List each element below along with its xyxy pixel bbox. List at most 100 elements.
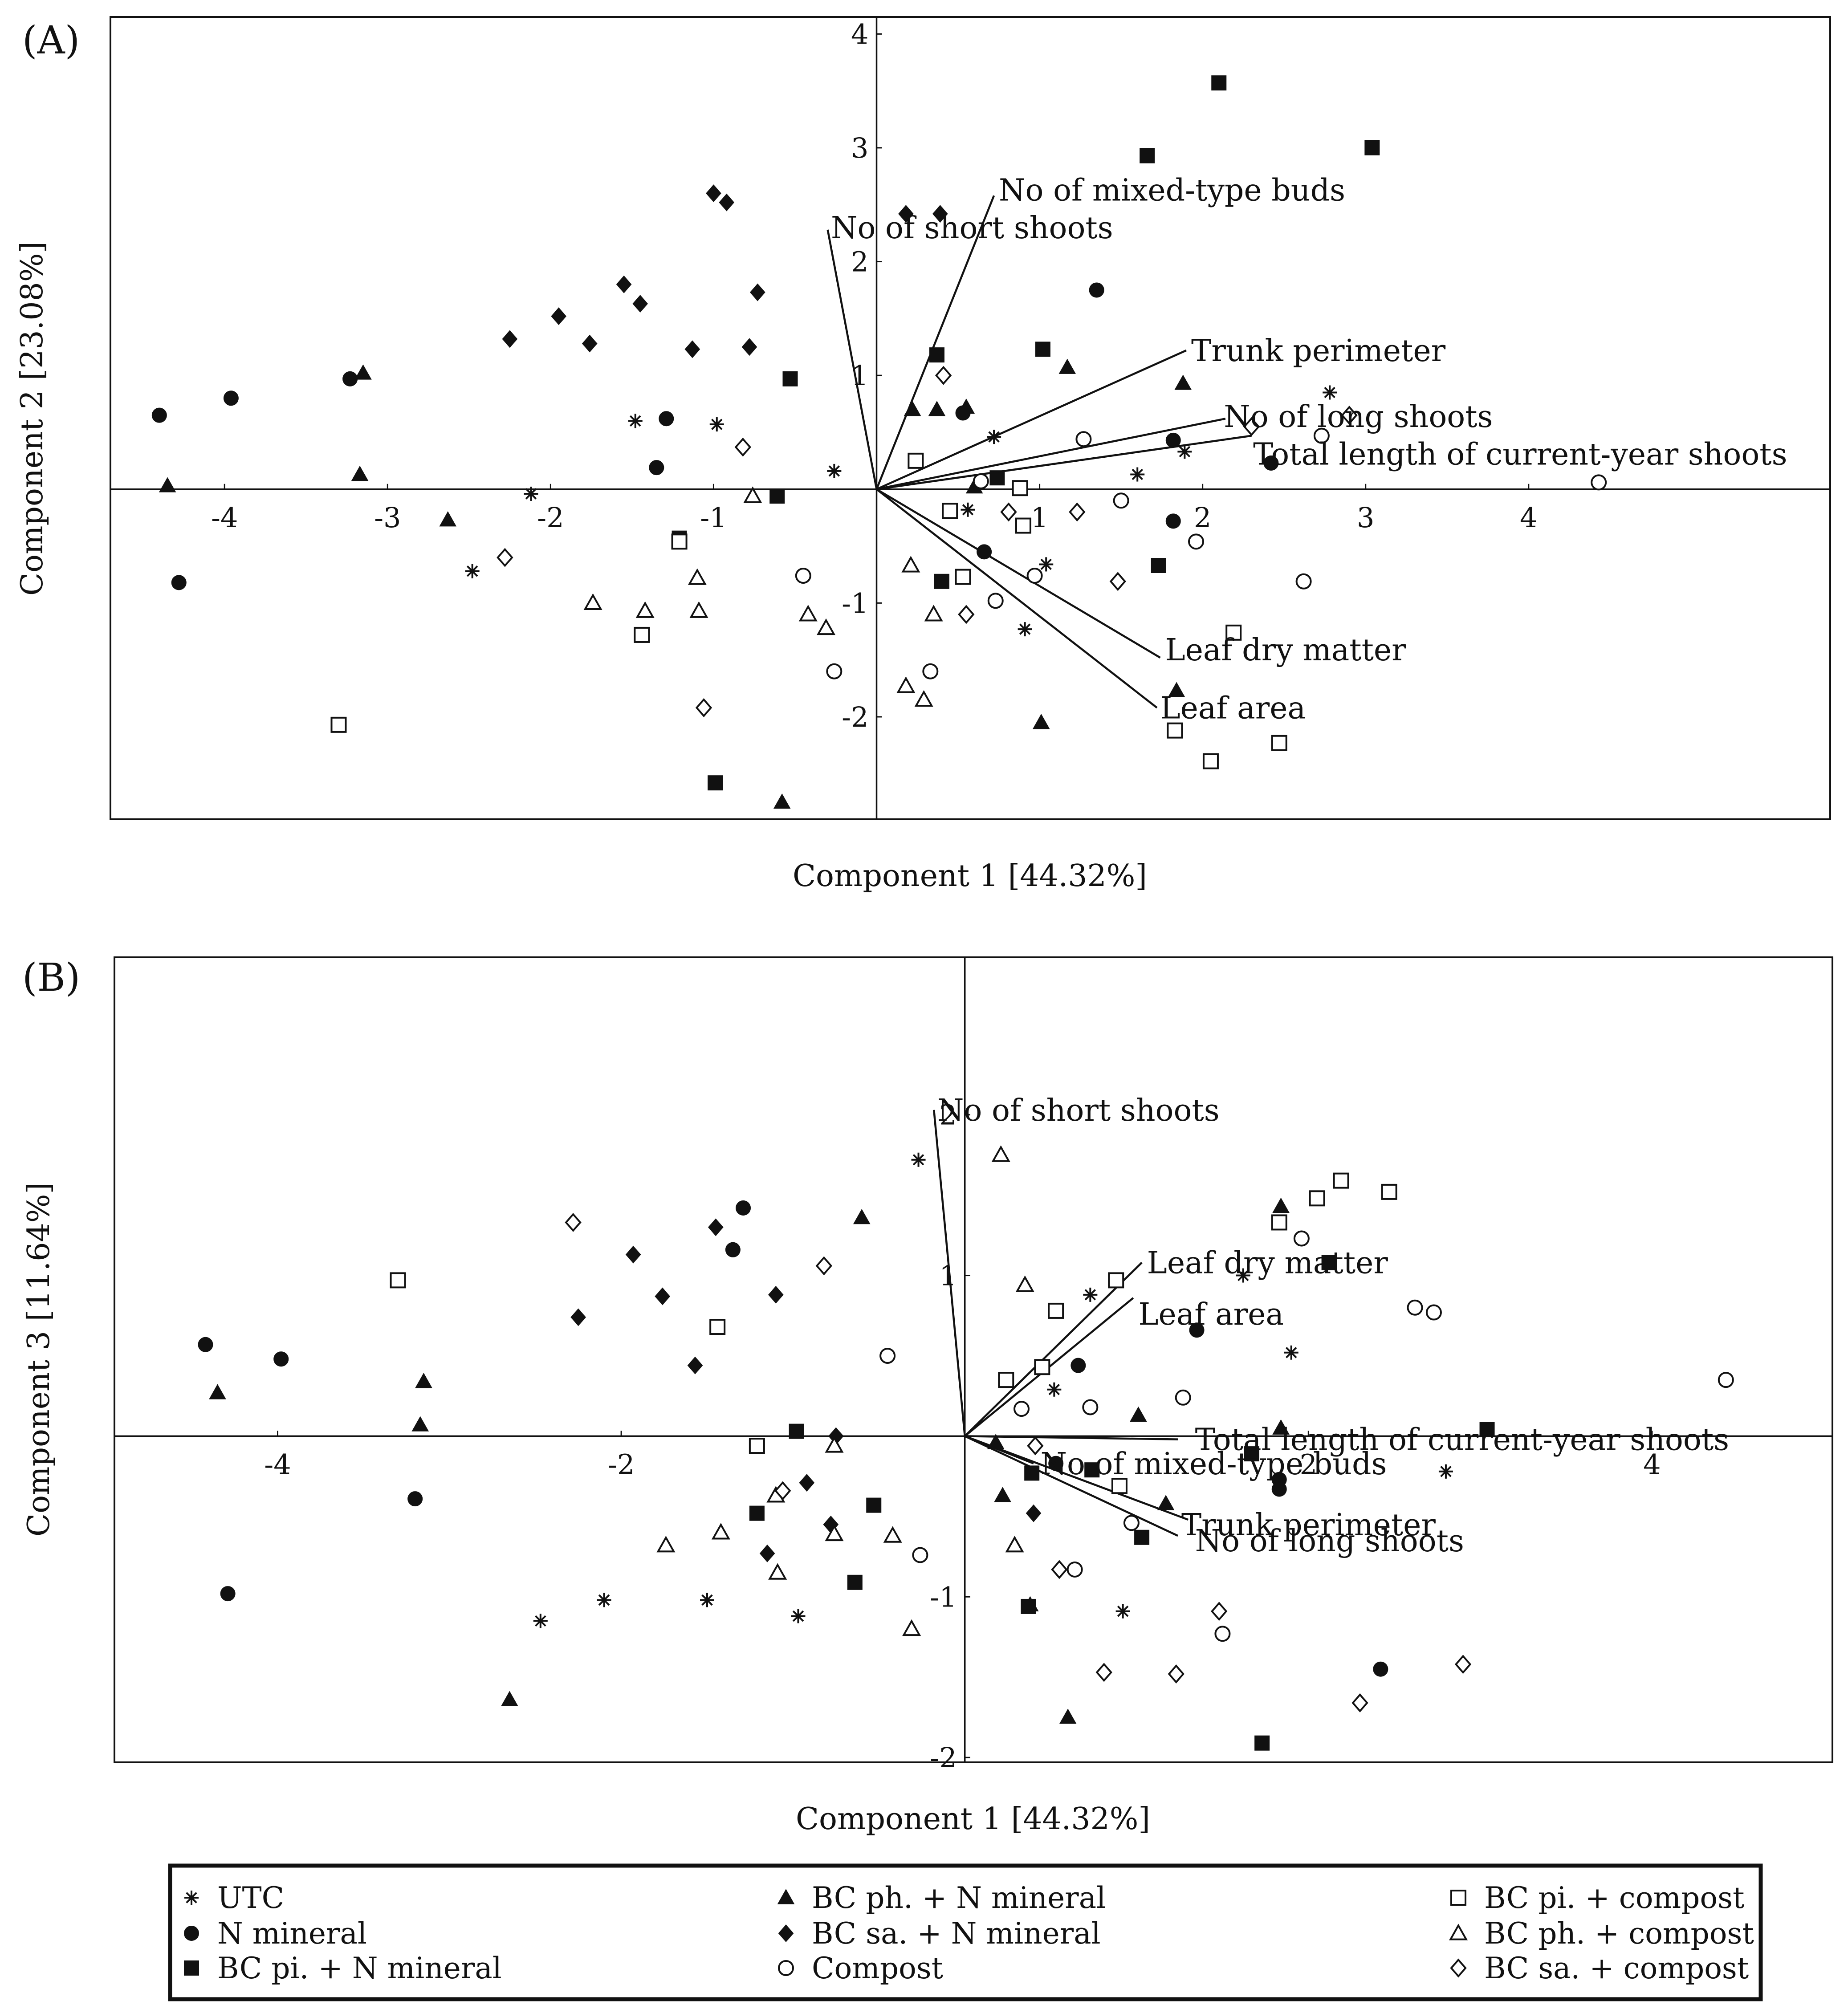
panel-a-point-n-mineral [223,390,239,406]
panel-b-point-bc-sa-n-mineral [625,1245,641,1264]
panel-b-point-bc-sa-compost [1168,1664,1185,1684]
panel-b-point-bc-ph-compost [902,1619,921,1636]
panel-b-point-compost [1214,1626,1231,1642]
panel-b-loading-vector-trunk-perimeter [964,1435,1189,1521]
panel-a-loading-label-total-length-of-current-year-shoots: Total length of current-year shoots [1253,437,1787,472]
panel-a-point-bc-sa-n-mineral [582,334,598,353]
panel-b-point-bc-ph-n-mineral [994,1487,1011,1502]
panel-a-x-tick-label: -4 [211,501,238,534]
panel-a-point-bc-pi-n-mineral [934,573,949,589]
panel-a-point-bc-ph-compost [914,690,933,707]
panel-a-y-tick-label: -2 [842,701,868,733]
panel-a-point-bc-pi-n-mineral [708,775,723,791]
panel-a-loading-label-no-of-short-shoots: No of short shoots [831,211,1113,246]
panel-b-label: (B) [22,956,80,1000]
panel-a-point-compost [1313,427,1330,444]
panel-b-loading-label-no-of-short-shoots: No of short shoots [937,1093,1220,1128]
panel-b-loading-label-trunk-perimeter: Trunk perimeter [1181,1508,1436,1543]
panel-a-x-tick-label: 1 [1031,501,1048,534]
panel-b-x-tick-label: 2 [1300,1448,1317,1480]
panel-b-point-bc-sa-compost [1211,1602,1228,1621]
panel-b-point-bc-ph-compost [768,1563,787,1580]
legend-label-bc-sa-n-mineral: BC sa. + N mineral [812,1916,1101,1951]
panel-a-point-bc-pi-n-mineral [1035,342,1050,357]
panel-a-point-n-mineral [1089,282,1104,298]
panel-b-x-tick-label: 4 [1643,1448,1661,1480]
legend-label-compost: Compost [812,1951,943,1985]
panel-b-point-bc-sa-n-mineral [799,1474,815,1492]
panel-b-point-utc [911,1152,926,1167]
panel-b-point-compost [1175,1389,1191,1406]
panel-b-y-tick-label: -2 [930,1741,957,1774]
panel-a-point-n-mineral [151,407,167,423]
panel-b-point-bc-sa-n-mineral [768,1285,784,1304]
panel-b-point-bc-pi-compost [1034,1359,1050,1375]
panel-b-point-n-mineral [407,1491,423,1507]
panel-a-point-bc-pi-compost [942,503,958,519]
panel-a-point-bc-pi-compost [671,533,688,550]
panel-a-point-n-mineral [977,544,992,560]
panel-a-x-tick-label: -1 [700,501,727,534]
panel-b-point-utc [791,1609,806,1623]
panel-a-point-bc-ph-n-mineral [928,401,946,416]
panel-a-point-bc-pi-n-mineral [989,470,1005,486]
panel-b-point-bc-sa-compost [1095,1663,1112,1682]
panel-a-point-utc [1018,622,1032,637]
panel-a-point-bc-sa-n-mineral [706,184,721,203]
panel-a-loading-vector-no-of-short-shoots [826,229,878,490]
panel-b-point-bc-pi-n-mineral [1244,1446,1259,1462]
panel-b-point-bc-pi-n-mineral [1321,1255,1337,1270]
panel-b-point-bc-pi-n-mineral [866,1497,882,1513]
panel-b-point-utc [1236,1268,1250,1283]
panel-a-point-bc-pi-compost [1225,624,1242,641]
panel-b-point-bc-pi-n-mineral [1024,1465,1040,1481]
panel-a-point-bc-sa-compost [497,548,513,567]
panel-b-point-bc-sa-n-mineral [655,1287,671,1305]
panel-a-point-compost [1295,573,1312,590]
panel-a-point-bc-sa-n-mineral [932,205,948,223]
panel-a-point-utc [709,417,724,432]
panel-a-point-utc [1177,444,1192,459]
panel-b-point-compost [1123,1515,1140,1531]
panel-b-point-bc-sa-n-mineral [759,1544,775,1562]
panel-b-point-compost [879,1347,896,1364]
panel-a-point-bc-sa-n-mineral [741,338,757,356]
panel-b-y-tick-label: 2 [939,1099,957,1131]
legend-marker-bc-ph-n-mineral [777,1889,795,1904]
panel-a-point-bc-sa-compost [958,605,975,624]
panel-a-y-tick-label: 3 [851,132,868,164]
legend-marker-n-mineral [184,1926,199,1941]
panel-a-point-compost [1591,474,1607,491]
panel-a-point-bc-sa-compost [734,437,751,457]
panel-a-point-bc-pi-n-mineral [1151,558,1166,573]
panel-b-point-bc-pi-compost [998,1372,1014,1388]
panel-b-point-bc-ph-n-mineral [987,1434,1005,1449]
panel-b-point-compost [912,1547,928,1563]
panel-a-point-utc [961,502,975,517]
panel-b-plot-frame [114,956,1833,1763]
panel-b-point-n-mineral [273,1351,289,1367]
panel-a-point-bc-sa-compost [1109,572,1126,591]
legend-label-bc-sa-compost: BC sa. + compost [1484,1951,1749,1985]
panel-b-point-bc-ph-compost [1015,1275,1034,1292]
panel-b-point-bc-sa-compost [815,1256,833,1276]
panel-b-point-bc-pi-n-mineral [847,1574,863,1590]
panel-a-point-compost [1026,568,1043,584]
panel-a-point-bc-sa-compost [935,366,952,385]
panel-a-loading-label-leaf-dry-matter: Leaf dry matter [1165,633,1406,668]
panel-a-point-bc-pi-compost [1167,722,1183,739]
panel-b-x-axis-title: Component 1 [44.32%] [796,1802,1150,1837]
panel-b-point-utc [533,1614,548,1628]
panel-a-point-bc-ph-compost [798,605,818,622]
panel-b-loading-label-leaf-area: Leaf area [1138,1297,1284,1332]
panel-a-point-bc-ph-compost [901,556,920,573]
panel-a-point-utc [987,430,1001,444]
panel-b-point-n-mineral [1071,1358,1086,1373]
legend-label-n-mineral: N mineral [217,1916,367,1951]
panel-a-loading-vector-leaf-dry-matter [876,488,1161,659]
panel-a-loading-vector-total-length-of-current-year-shoots [876,435,1252,490]
panel-b-point-bc-pi-n-mineral [1479,1422,1495,1437]
panel-b-point-bc-ph-n-mineral [411,1416,429,1432]
legend-label-utc: UTC [217,1881,284,1915]
panel-a-point-bc-pi-compost [1202,753,1219,769]
